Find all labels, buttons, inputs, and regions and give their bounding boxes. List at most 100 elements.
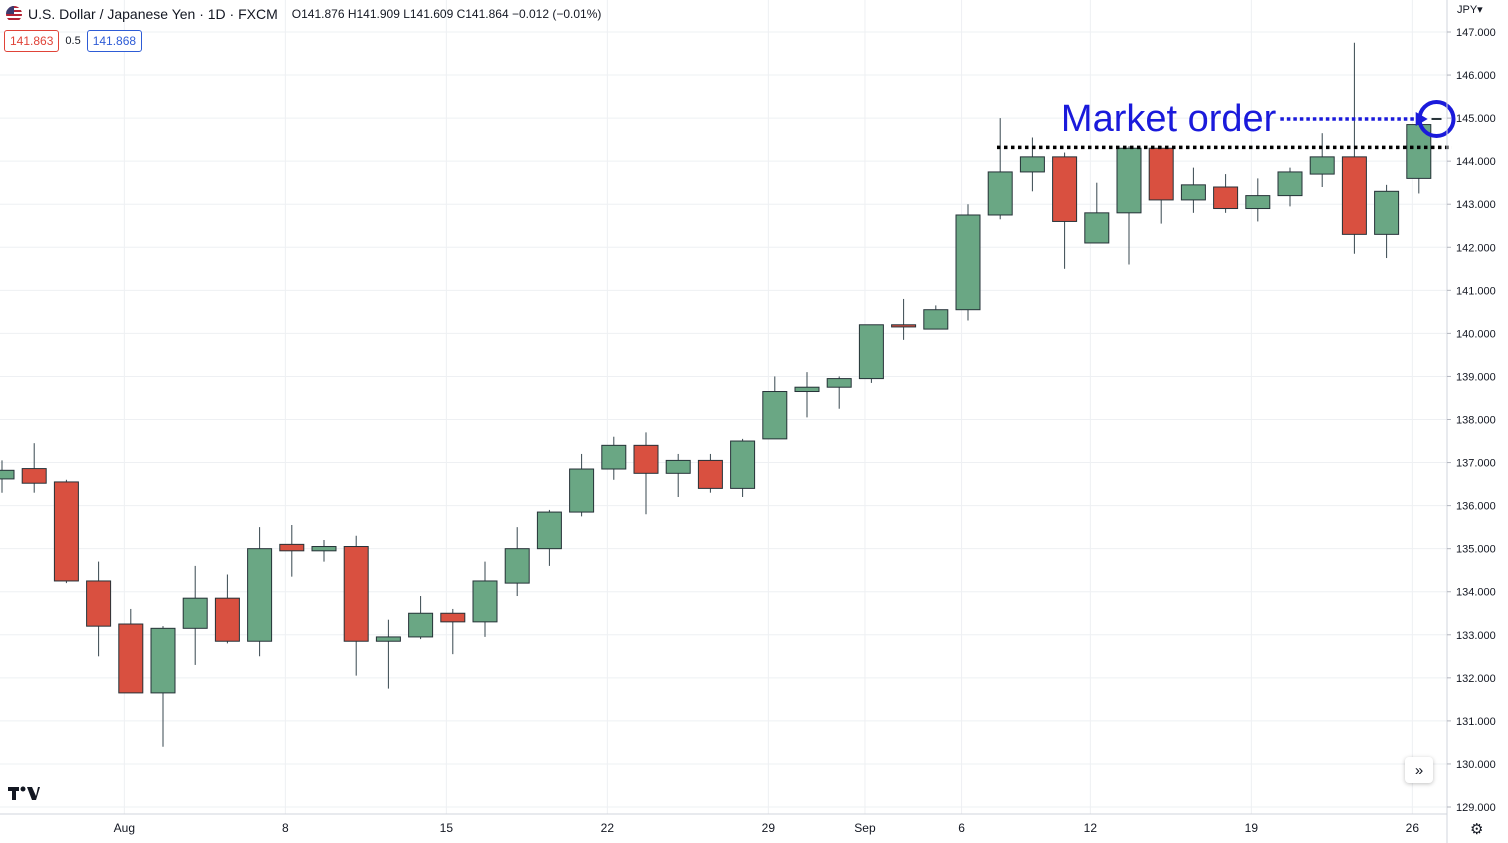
candle-body [1374,190,1400,235]
time-axis[interactable]: Aug 8 15 22 29 Sep 6 12 19 26 [0,813,1447,835]
ohlc-values: O141.876 H141.909 L141.609 C141.864 −0.0… [291,7,602,21]
x-tick-label: 19 [1245,821,1259,835]
candle [214,574,240,644]
y-tick-label: 146.000 [1456,70,1496,82]
candle-body [343,546,369,642]
candle-body [21,468,47,484]
candle-body [891,324,917,328]
candle-body [1180,184,1206,201]
candle [1180,167,1206,213]
candle [826,376,852,409]
y-tick-label: 143.000 [1456,199,1496,211]
scroll-to-realtime-button[interactable]: » [1405,757,1433,783]
candle [1277,167,1303,207]
buy-price-button[interactable]: 141.868 [86,30,143,52]
gear-icon[interactable]: ⚙ [1470,821,1484,838]
y-tick-label: 130.000 [1456,759,1496,771]
y-tick-label: 147.000 [1456,27,1496,39]
candle-body [0,469,15,480]
candle [1116,146,1142,265]
candle-body [182,597,208,629]
sell-price-button[interactable]: 141.863 [4,30,60,52]
candle [633,432,659,515]
y-tick-label: 134.000 [1456,587,1496,599]
candle [1052,152,1078,269]
x-tick-label: 26 [1406,821,1420,835]
candle [536,509,562,566]
candle [601,436,627,480]
x-tick-label: Aug [114,821,135,835]
candle-body [1084,212,1110,244]
tradingview-logo-icon[interactable] [8,784,40,807]
candle-body [1213,186,1239,210]
candle-body [665,459,691,474]
candle [408,596,434,640]
y-tick-label: 137.000 [1456,458,1496,470]
candle [955,204,981,321]
candle-body [697,459,723,489]
candle [0,460,15,493]
symbol-title[interactable]: U.S. Dollar / Japanese Yen · 1D · FXCM [28,6,278,22]
candle-body [1116,147,1142,214]
y-tick-label: 135.000 [1456,544,1496,556]
y-tick-label: 139.000 [1456,371,1496,383]
candle-body [858,324,884,380]
y-tick-label: 131.000 [1456,716,1496,728]
candle [794,372,820,418]
us-flag-icon [6,6,22,22]
x-tick-label: Sep [854,821,876,835]
candle-body [472,580,498,623]
candle-body [633,444,659,474]
candles-layer [0,42,1432,747]
price-axis[interactable]: 129.000 130.000 131.000 132.000 133.000 134.0… [1446,0,1496,843]
currency-selector[interactable]: JPY▾ [1457,4,1483,16]
candle [182,565,208,665]
candle-body [1277,171,1303,197]
candle-body [311,546,337,552]
annotation-layer: Market order [996,98,1456,150]
candle [665,453,691,497]
candle-body [214,597,240,642]
candle-body [1019,156,1045,173]
candle-body [1245,195,1271,210]
spread-value: 0.5 [65,35,81,47]
x-tick-label: 8 [282,821,289,835]
candle [1374,184,1400,259]
symbol-header: U.S. Dollar / Japanese Yen · 1D · FXCM O… [0,0,601,28]
candle [923,305,949,330]
candle [53,479,79,584]
market-order-label: Market order [1061,98,1277,140]
candle-body [86,580,112,627]
candle-body [408,612,434,638]
candle [247,527,273,657]
candle [1245,178,1271,222]
y-tick-label: 142.000 [1456,242,1496,254]
double-chevron-right-icon: » [1414,761,1424,779]
candle [150,626,176,747]
candle [858,324,884,383]
candle-body [601,444,627,470]
candle [343,535,369,676]
y-tick-label: 141.000 [1456,285,1496,297]
candle [1213,174,1239,213]
candle-body [375,636,401,642]
x-tick-label: 12 [1084,821,1098,835]
candle-body [53,481,79,582]
x-tick-label: 22 [601,821,615,835]
y-tick-label: 145.000 [1456,113,1496,125]
candle-body [826,378,852,388]
candle-body [794,386,820,393]
candle-body [118,623,144,694]
candle [440,608,466,655]
candle [569,453,595,517]
candle [1084,182,1110,244]
trade-buttons: 141.863 0.5 141.868 [4,30,143,52]
y-tick-label: 138.000 [1456,415,1496,427]
candle [1309,133,1335,187]
candle-body [1309,156,1335,175]
candle [987,118,1013,220]
y-tick-label: 133.000 [1456,630,1496,642]
candle [730,438,756,497]
y-tick-label: 129.000 [1456,802,1496,814]
